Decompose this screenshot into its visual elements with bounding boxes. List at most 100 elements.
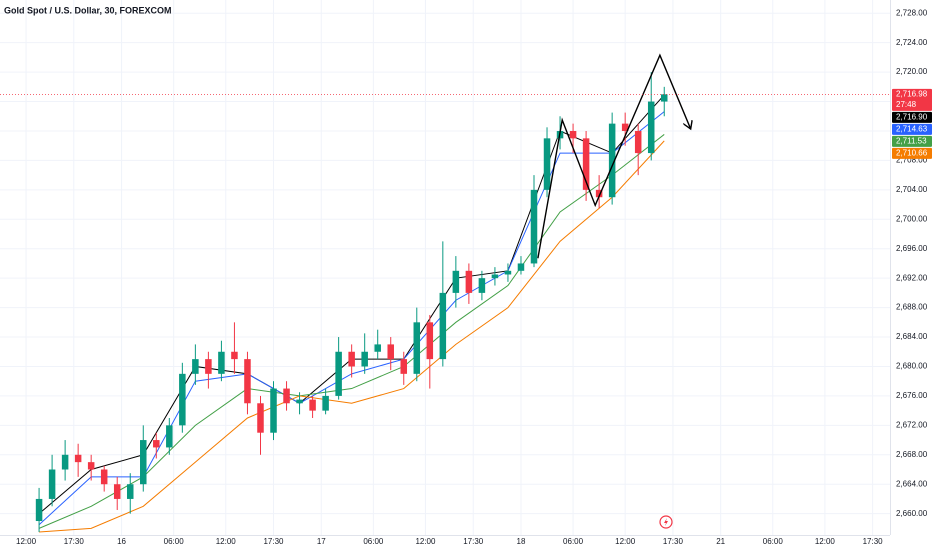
price-tag xyxy=(892,147,932,159)
candle-body xyxy=(100,469,108,485)
candle-body xyxy=(465,270,473,293)
candle-body xyxy=(231,351,238,360)
candle-body xyxy=(244,359,251,404)
y-tick-label: 2,676.00 xyxy=(896,391,928,400)
y-tick-label: 2,708.00 xyxy=(896,156,928,165)
y-tick-label: 2,692.00 xyxy=(896,273,928,282)
candle-body xyxy=(205,359,212,374)
y-tick-label: 2,688.00 xyxy=(896,303,928,312)
price-tag-label: 2,711.53 xyxy=(896,136,927,145)
grid xyxy=(0,0,890,535)
ma-line xyxy=(39,140,665,533)
candle-body xyxy=(140,440,147,485)
candle-body xyxy=(48,469,56,499)
price-tag-label: 2,716.98 xyxy=(896,89,928,98)
x-tick-label: 18 xyxy=(517,537,526,546)
candle-body xyxy=(283,388,290,404)
candle-body xyxy=(113,484,121,499)
x-tick-label: 06:00 xyxy=(763,537,784,546)
price-tag-label: 2,716.90 xyxy=(896,112,928,121)
y-tick-label: 2,720.00 xyxy=(896,67,928,76)
x-tick-label: 17:30 xyxy=(663,537,684,546)
candle-body xyxy=(452,270,460,293)
price-tag-label: 2,714.63 xyxy=(896,124,928,133)
candle-body xyxy=(348,351,355,367)
countdown-label: 27:48 xyxy=(896,100,917,109)
candle-body xyxy=(153,440,160,448)
x-tick-label: 17:30 xyxy=(263,537,284,546)
x-tick-label: 06:00 xyxy=(563,537,584,546)
x-tick-label: 16 xyxy=(117,537,126,546)
candle-body xyxy=(504,270,512,275)
price-tag xyxy=(892,111,932,123)
candle-body xyxy=(361,351,368,367)
candle-body xyxy=(413,322,421,374)
zigzag-drawing xyxy=(537,53,690,259)
candle-body xyxy=(517,263,525,271)
x-tick-label: 21 xyxy=(716,537,725,546)
candle-body xyxy=(660,94,668,102)
candle-body xyxy=(426,322,434,360)
candle-body xyxy=(87,462,95,470)
x-tick-label: 12:00 xyxy=(415,537,436,546)
candle-body xyxy=(543,138,551,190)
y-tick-label: 2,672.00 xyxy=(896,420,928,429)
candle-body xyxy=(257,403,264,433)
candle-body xyxy=(621,123,629,131)
price-tag xyxy=(892,123,932,135)
candle-body xyxy=(270,388,277,433)
candle-body xyxy=(439,292,447,360)
chart-title: Gold Spot / U.S. Dollar, 30, FOREXCOM xyxy=(4,5,172,15)
x-tick-label: 12:00 xyxy=(615,537,636,546)
candle-body xyxy=(179,373,186,426)
y-tick-label: 2,680.00 xyxy=(896,362,928,371)
alert-icon[interactable] xyxy=(659,515,673,529)
price-tag-label: 2,710.66 xyxy=(896,148,928,157)
candle-body xyxy=(296,399,303,404)
candle-body xyxy=(634,130,642,154)
x-tick-label: 12:00 xyxy=(815,537,836,546)
candle-body xyxy=(35,498,43,522)
x-tick-label: 17:30 xyxy=(64,537,85,546)
candle-body xyxy=(74,454,82,463)
y-tick-label: 2,664.00 xyxy=(896,479,928,488)
candle-body xyxy=(126,484,134,499)
price-tag xyxy=(892,88,932,111)
candle-body xyxy=(192,359,199,374)
candle-body xyxy=(335,351,342,396)
x-tick-label: 06:00 xyxy=(363,537,384,546)
y-tick-label: 2,704.00 xyxy=(896,185,928,194)
candle-body xyxy=(647,101,655,154)
x-tick-label: 17 xyxy=(317,537,326,546)
candle-body xyxy=(569,130,577,139)
x-tick-label: 12:00 xyxy=(216,537,237,546)
y-tick-label: 2,668.00 xyxy=(896,450,928,459)
y-tick-label: 2,728.00 xyxy=(896,8,928,17)
candle-body xyxy=(582,138,590,190)
candle-body xyxy=(491,274,499,279)
plot-area xyxy=(0,53,890,533)
candle-body xyxy=(61,454,69,470)
y-tick-label: 2,660.00 xyxy=(896,509,928,518)
candle-body xyxy=(387,344,394,360)
x-tick-label: 17:30 xyxy=(863,537,884,546)
candle-body xyxy=(166,425,173,448)
candle-body xyxy=(218,351,225,374)
candle-body xyxy=(374,344,381,352)
candle-body xyxy=(595,189,603,198)
x-tick-label: 12:00 xyxy=(16,537,37,546)
y-tick-label: 2,724.00 xyxy=(896,38,928,47)
candle-body xyxy=(530,189,538,264)
candle-body xyxy=(400,359,408,374)
candle-body xyxy=(608,123,616,198)
x-tick-label: 06:00 xyxy=(164,537,185,546)
y-tick-label: 2,684.00 xyxy=(896,332,928,341)
y-tick-label: 2,696.00 xyxy=(896,244,928,253)
price-tag xyxy=(892,135,932,147)
candle-body xyxy=(478,278,486,293)
x-tick-label: 17:30 xyxy=(463,537,484,546)
candle-body xyxy=(309,399,316,411)
